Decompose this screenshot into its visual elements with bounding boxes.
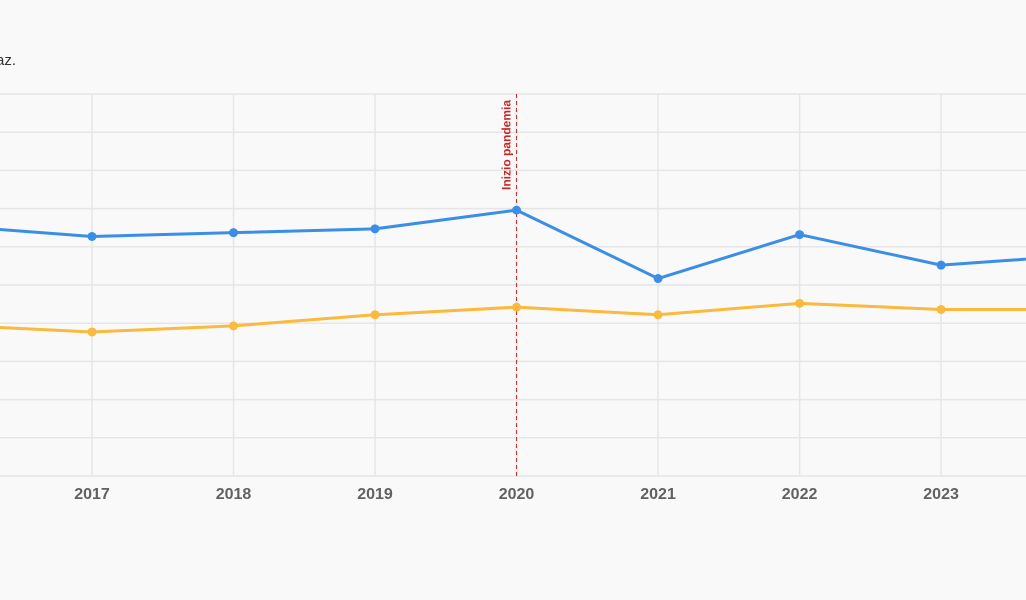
series-2-point xyxy=(370,310,380,320)
x-tick-label: 2017 xyxy=(74,486,110,503)
series-2-point xyxy=(229,321,239,331)
x-tick-label: 2018 xyxy=(216,486,252,503)
x-tick-label: 2023 xyxy=(923,486,959,503)
series-2-point xyxy=(87,327,97,337)
x-tick-label: 2020 xyxy=(499,486,535,503)
x-axis-ticks: 2017 2018 2019 2020 2021 2022 2023 xyxy=(74,486,959,503)
series-1-point xyxy=(512,205,522,215)
legend-note-line-2: polaz. xyxy=(0,52,17,69)
chart-series xyxy=(0,205,1026,337)
series-2-point xyxy=(653,310,663,320)
legend-note: ni polaz. xyxy=(0,32,16,70)
series-2-point xyxy=(795,298,805,308)
series-2-point xyxy=(512,302,522,312)
series-1-point xyxy=(87,231,97,241)
series-1-point xyxy=(936,260,946,270)
series-1-point xyxy=(229,228,239,238)
x-tick-label: 2021 xyxy=(640,486,676,503)
x-tick-label: 2019 xyxy=(357,486,393,503)
series-2-point xyxy=(936,304,946,314)
series-1-point xyxy=(653,274,663,284)
x-tick-label: 2022 xyxy=(782,486,818,503)
chart-grid xyxy=(0,93,1026,477)
annotation-label: Inizio pandemia xyxy=(500,100,514,190)
series-1-point xyxy=(370,224,380,234)
chart-annotations: Inizio pandemia xyxy=(500,94,518,476)
series-1-point xyxy=(795,230,805,240)
series-1-line xyxy=(0,208,1026,281)
